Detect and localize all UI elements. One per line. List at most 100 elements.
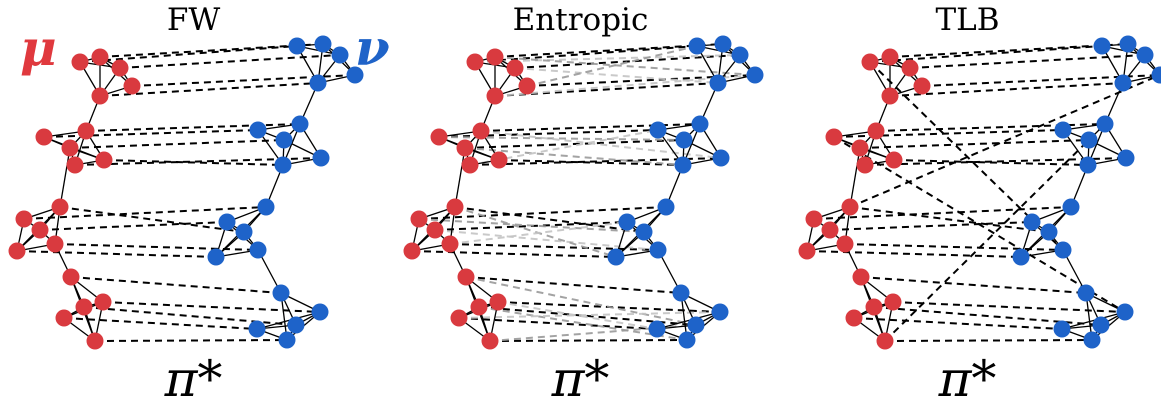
tlb-red-node [836,235,854,253]
fw-blue-node [207,248,225,266]
entropic-red-node [456,139,474,157]
tlb-red-node [901,59,919,77]
entropic-red-node [426,221,444,239]
tlb-blue-node [1119,35,1137,53]
tlb-red-node [884,293,902,311]
entropic-soft-coupling [464,147,684,166]
entropic-coupling [474,45,698,63]
entropic-soft-coupling [418,218,645,233]
tlb-blue-node [1114,74,1132,92]
tlb-cross-coupling [833,136,1126,313]
entropic-red-node [466,53,484,71]
tlb-blue-node [1116,303,1134,321]
fw-red-node [94,293,112,311]
tlb-cross-coupling [869,61,1064,251]
tlb-red-node [861,53,879,71]
fw-red-node [71,53,89,71]
fw-coupling [103,159,284,166]
fw-red-node [15,210,33,228]
entropic-soft-coupling [480,130,722,159]
entropic-soft-coupling [458,311,721,319]
entropic-red-node [506,59,524,77]
entropic-soft-coupling [465,276,697,326]
entropic-coupling [411,250,617,258]
entropic-blue-node [746,66,764,84]
entropic-coupling [418,206,667,220]
entropic-blue-node [731,46,749,64]
fw-red-node [111,59,129,77]
entropic-coupling [498,159,684,166]
fw-red-node [77,122,95,140]
fw-red-node [123,77,141,95]
tlb-red-node [821,221,839,239]
tlb-blue-node [1151,66,1161,84]
entropic-red-edge [454,147,466,208]
fw-red-node [66,156,84,174]
entropic-soft-coupling [469,129,659,166]
panel-title-entropic: Entropic [512,2,649,38]
tlb-coupling [892,301,1126,313]
fw-blue-node [312,149,330,167]
tlb-coupling [860,276,1087,294]
fw-red-node [91,87,109,105]
fw-blue-edge [256,311,321,330]
fw-blue-node [288,37,306,55]
entropic-soft-coupling [474,54,741,63]
entropic-red-node [446,198,464,216]
fw-blue-node [235,223,253,241]
fw-blue-node [275,131,293,149]
tlb-red-node [851,139,869,157]
tlb-coupling [873,306,1102,326]
fw-coupling [23,206,267,220]
mu-label: μ [20,18,57,77]
fw-blue-node [257,198,275,216]
entropic-blue-node [711,303,729,321]
tlb-blue-node [1092,316,1110,334]
tlb-coupling [889,82,1124,97]
tlb-coupling [849,206,1050,233]
entropic-red-node [470,298,488,316]
entropic-red-node [472,122,490,140]
tlb-coupling [829,221,1033,231]
panel-caption-fw: π* [164,350,223,408]
fw-blue-node [291,115,309,133]
fw-blue-node [274,156,292,174]
fw-red-node [75,298,93,316]
tlb-blue-node [1093,37,1111,55]
entropic-red-node [430,128,448,146]
entropic-coupling [458,317,658,330]
tlb-red-node [913,77,931,95]
tlb-blue-node [1023,213,1041,231]
entropic-coupling [464,139,685,149]
entropic-red-node [481,332,499,350]
tlb-blue-node [1053,320,1071,338]
panel-caption-entropic: π* [551,350,610,408]
fw-red-node [55,309,73,327]
entropic-red-node [518,77,536,95]
fw-coupling [99,82,319,97]
entropic-red-node [486,87,504,105]
tlb-red-node [841,198,859,216]
nu-label: ν [355,18,390,77]
entropic-blue-node [675,131,693,149]
tlb-coupling [813,206,1072,220]
entropic-soft-coupling [497,301,658,330]
fw-blue-node [287,316,305,334]
fw-red-node [51,198,69,216]
fw-coupling [94,339,288,342]
panel-title-fw: FW [166,2,221,38]
tlb-blue-node [1079,156,1097,174]
tlb-coupling [844,243,1064,251]
entropic-soft-coupling [449,221,628,245]
fw-blue-node [331,46,349,64]
fw-red-node [61,139,79,157]
tlb-coupling [875,123,1106,132]
tlb-coupling [893,159,1089,166]
tlb-red-node [825,128,843,146]
fw-coupling [79,45,298,63]
tlb-blue-node [1096,115,1114,133]
entropic-blue-node [674,156,692,174]
fw-red-node [35,128,53,146]
fw-red-node [86,332,104,350]
tlb-coupling [859,139,1090,149]
